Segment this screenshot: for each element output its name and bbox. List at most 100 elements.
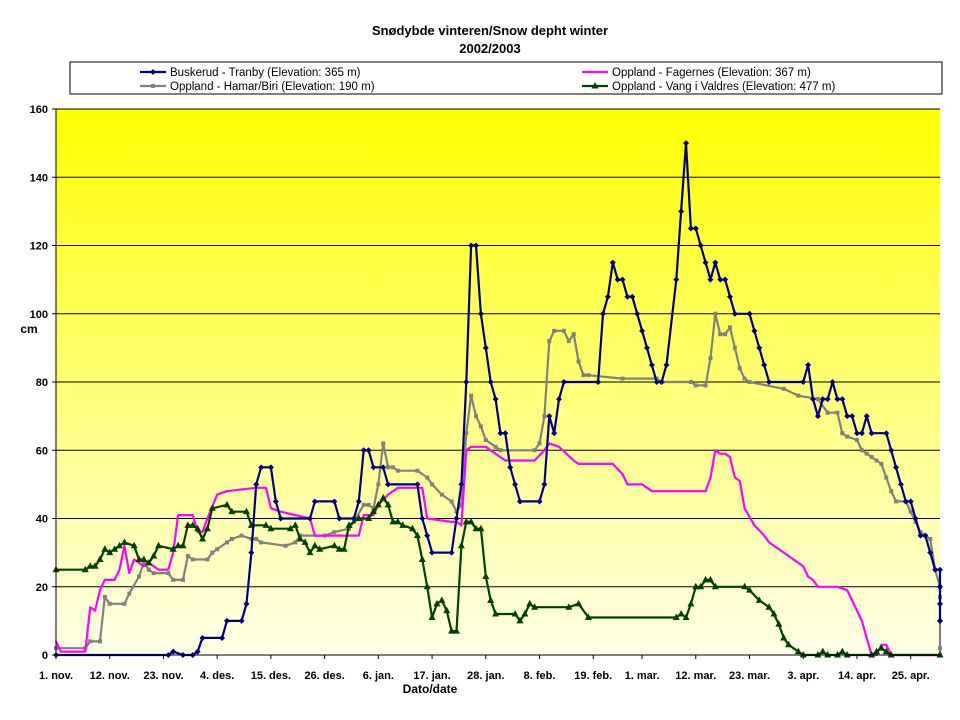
data-point-diamond <box>839 396 846 403</box>
data-point-diamond <box>419 515 426 522</box>
data-point-triangle <box>242 507 250 515</box>
data-point-square <box>107 601 112 606</box>
data-point-square <box>469 393 474 398</box>
data-point-square <box>864 451 869 456</box>
y-axis-ticks: 0 20 40 60 80 100 120 140 160 <box>30 104 56 662</box>
data-point-diamond <box>897 481 904 488</box>
data-point-square <box>938 646 942 651</box>
data-point-triangle <box>457 541 465 549</box>
data-point-square <box>493 444 498 449</box>
data-point-triangle <box>452 627 460 634</box>
data-point-square <box>703 383 708 388</box>
data-point-triangle <box>687 599 695 607</box>
data-point-triangle <box>873 647 881 655</box>
data-point-diamond <box>858 430 865 437</box>
data-point-square <box>185 554 190 559</box>
data-point-square <box>254 536 259 541</box>
data-point-square <box>747 380 752 384</box>
data-point-diamond <box>937 583 943 590</box>
data-point-triangle <box>482 572 490 580</box>
data-point-square <box>449 499 454 504</box>
data-point-triangle <box>311 541 319 549</box>
data-point-triangle <box>677 610 685 617</box>
data-point-triangle <box>301 538 309 545</box>
data-point-diamond <box>634 310 641 317</box>
data-point-diamond <box>814 413 821 420</box>
data-point-triangle <box>565 603 573 610</box>
data-point-triangle <box>345 521 353 528</box>
data-point-triangle <box>428 613 436 620</box>
data-point-triangle <box>355 514 363 521</box>
data-point-triangle <box>438 596 446 603</box>
x-tick-label: 25. apr. <box>892 670 930 682</box>
data-point-square <box>205 557 210 562</box>
data-point-diamond <box>277 515 284 522</box>
data-point-diamond <box>731 310 738 317</box>
data-point-square <box>474 414 479 419</box>
data-point-diamond <box>673 276 680 283</box>
data-point-diamond <box>272 498 279 505</box>
data-point-square <box>835 410 840 415</box>
data-point-triangle <box>174 541 182 549</box>
data-point-diamond <box>453 515 460 522</box>
x-tick-label: 14. apr. <box>838 670 876 682</box>
legend-label: Oppland - Vang i Valdres (Elevation: 477… <box>612 81 835 93</box>
data-point-square <box>732 345 737 350</box>
data-point-square <box>293 540 298 545</box>
x-tick-label: 1. mar. <box>625 670 660 682</box>
data-point-square <box>879 461 884 466</box>
data-point-diamond <box>614 276 621 283</box>
data-point-triangle <box>189 521 197 528</box>
data-point-diamond <box>687 225 694 232</box>
data-point-diamond <box>414 481 421 488</box>
data-point-diamond <box>365 447 372 454</box>
data-point-triangle <box>194 524 202 532</box>
data-point-square <box>180 577 185 582</box>
data-point-square <box>566 339 571 344</box>
data-point-square <box>146 567 151 572</box>
data-point-triangle <box>785 640 793 648</box>
data-point-square <box>122 601 127 606</box>
data-point-square <box>395 468 400 473</box>
data-point-square <box>498 448 503 453</box>
data-point-diamond <box>502 430 509 437</box>
data-point-triangle <box>492 610 500 617</box>
data-point-triangle <box>591 82 599 89</box>
data-point-triangle <box>692 582 700 590</box>
data-point-diamond <box>604 293 611 300</box>
data-point-square <box>224 540 229 545</box>
data-point-triangle <box>472 524 480 532</box>
data-point-triangle <box>868 651 876 658</box>
data-point-triangle <box>81 565 89 573</box>
data-point-diamond <box>619 276 626 283</box>
data-point-diamond <box>653 379 660 385</box>
data-point-triangle <box>409 524 417 532</box>
data-point-triangle <box>335 545 343 552</box>
data-point-triangle <box>775 620 783 627</box>
data-point-triangle <box>316 545 324 552</box>
data-point-square <box>869 455 874 460</box>
data-point-diamond <box>541 481 548 488</box>
data-point-diamond <box>746 310 753 317</box>
y-tick-label: 120 <box>30 241 48 253</box>
data-point-triangle <box>203 524 211 532</box>
data-point-square <box>137 574 142 579</box>
data-point-triangle <box>150 552 158 559</box>
data-point-square <box>97 639 102 644</box>
data-point-square <box>723 332 728 337</box>
data-point-triangle <box>106 548 114 556</box>
data-point-triangle <box>487 596 495 603</box>
data-point-diamond <box>424 532 431 539</box>
data-point-diamond <box>863 413 870 420</box>
data-point-square <box>908 509 913 514</box>
data-point-triangle <box>418 555 426 562</box>
data-point-square <box>425 475 430 480</box>
data-point-triangle <box>697 582 705 590</box>
data-point-diamond <box>639 327 646 334</box>
data-point-diamond <box>253 481 260 488</box>
data-point-diamond <box>600 310 607 317</box>
data-point-diamond <box>473 242 480 249</box>
data-point-triangle <box>516 616 524 624</box>
chart-title: Snødybde vinteren/Snow depht winter <box>372 23 608 38</box>
